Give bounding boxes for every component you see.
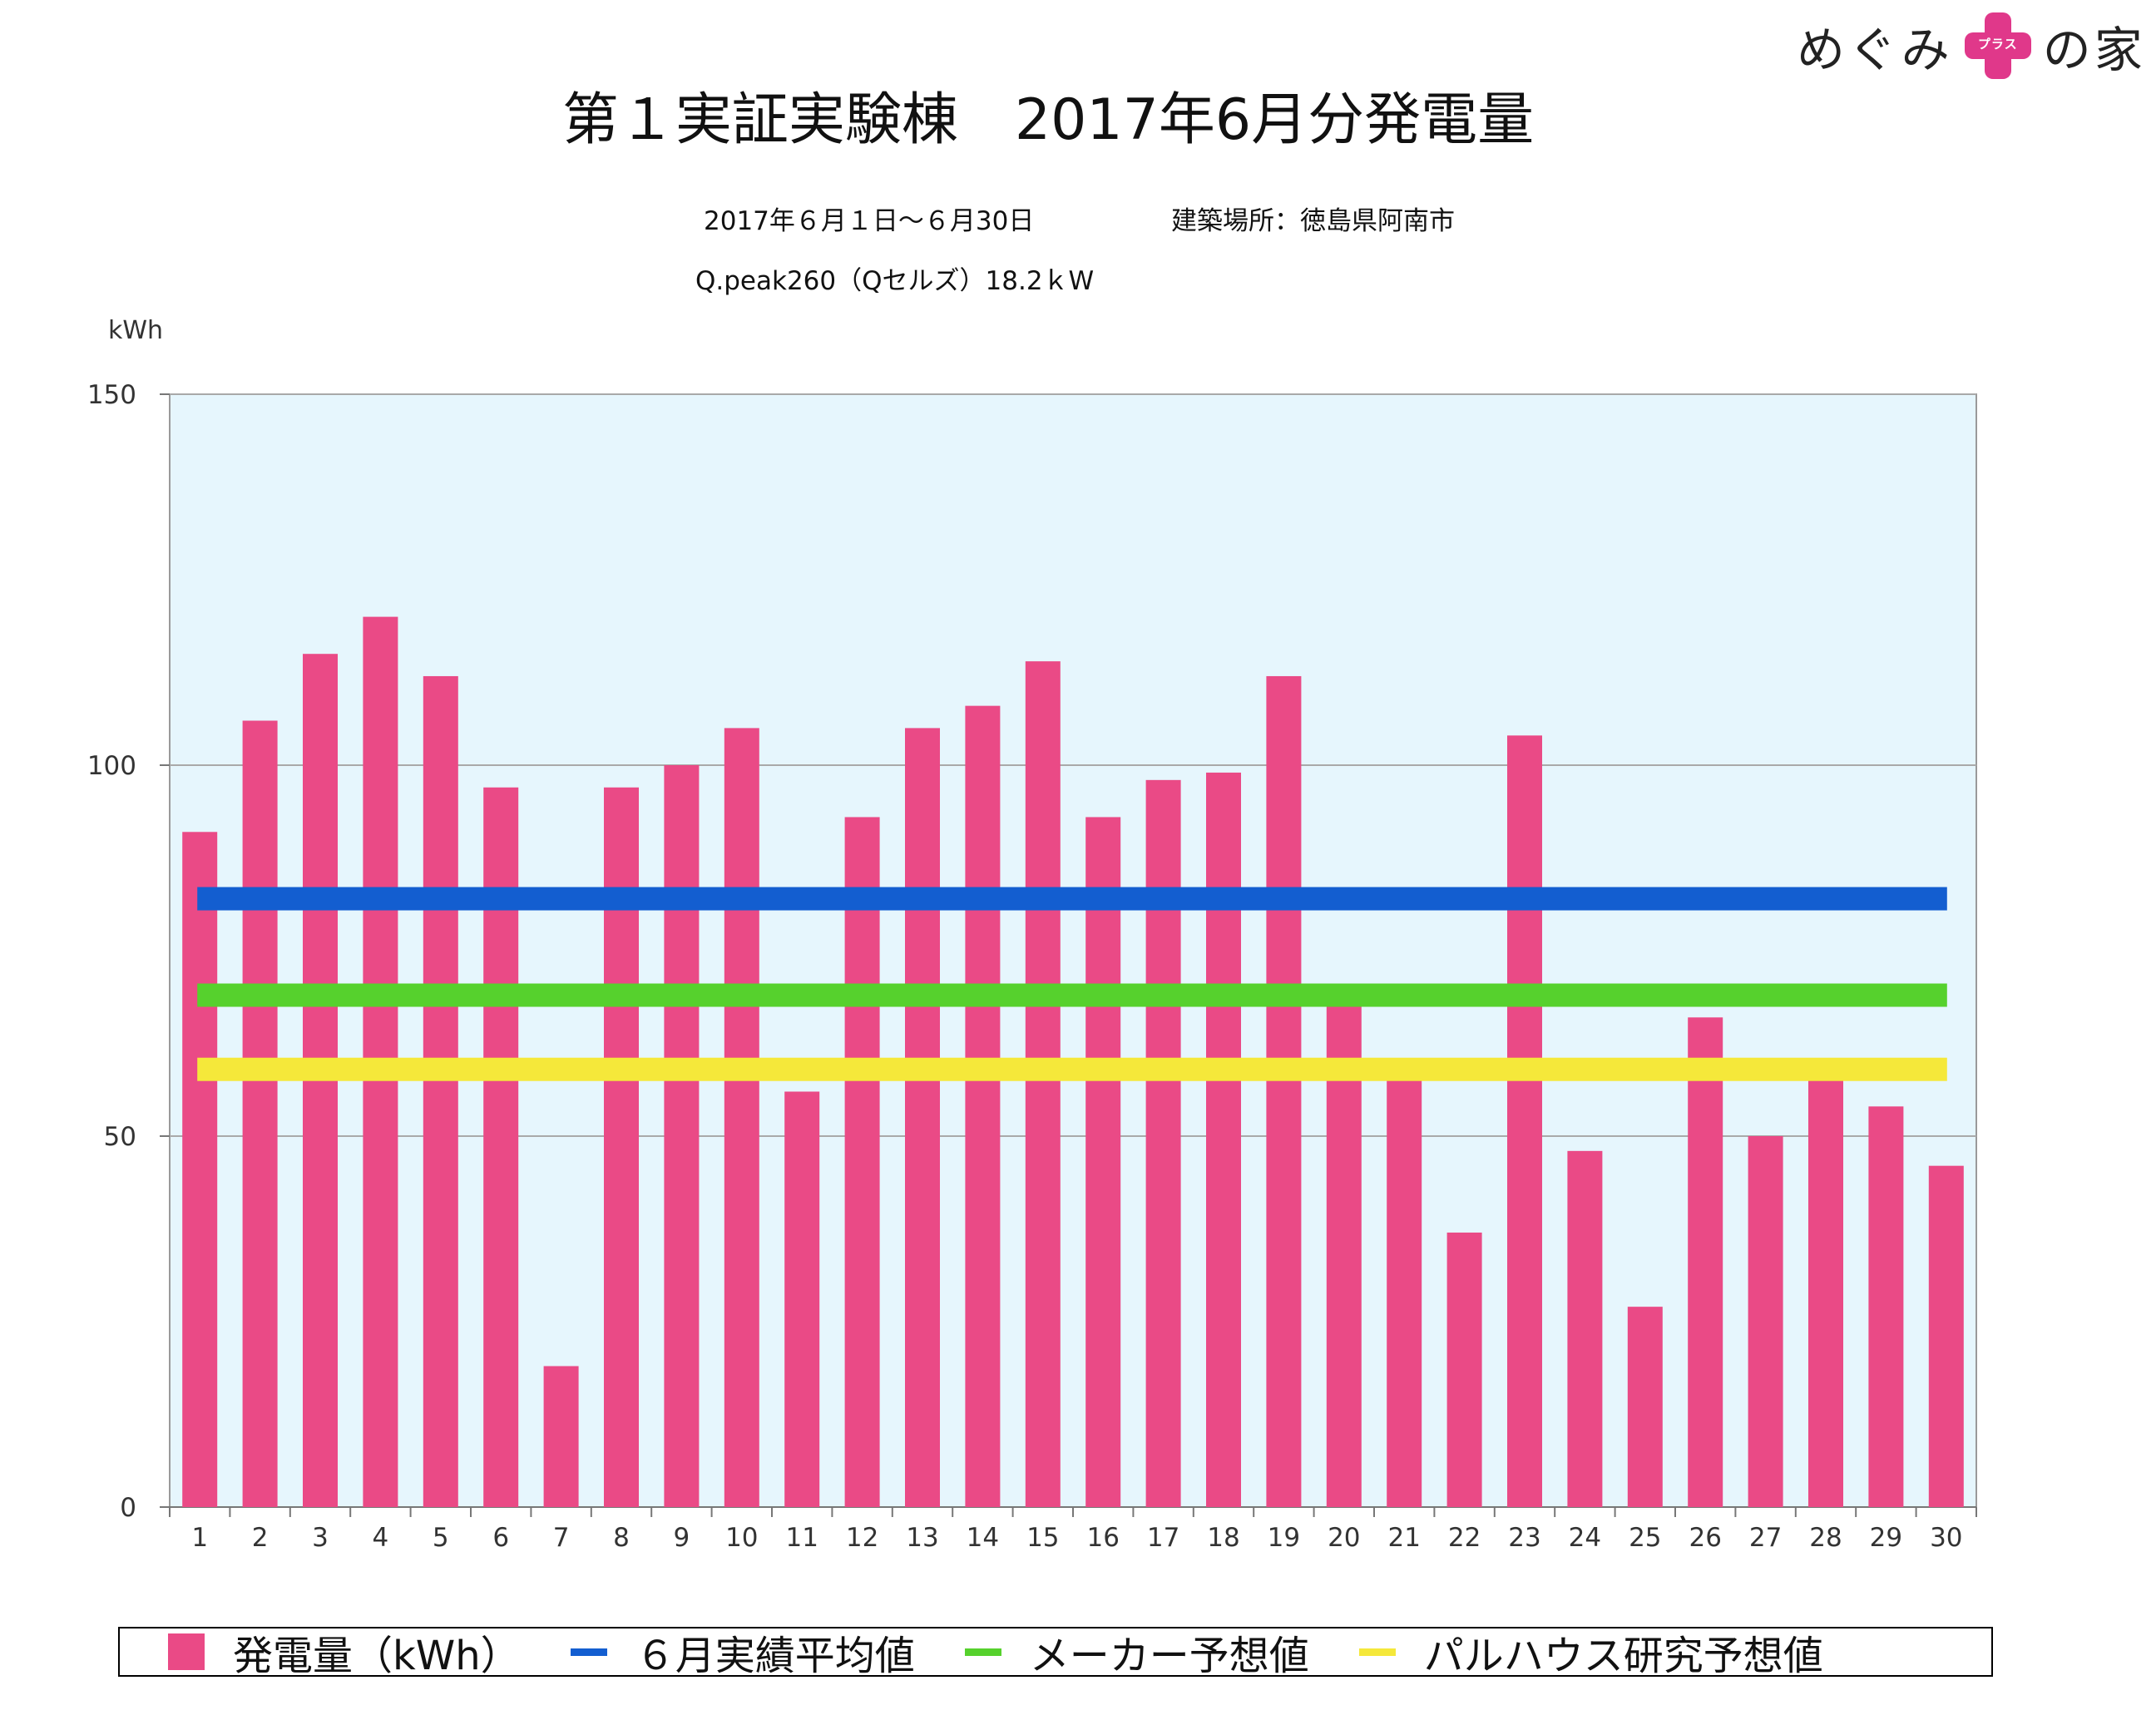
bar-day-15 <box>1025 661 1061 1507</box>
legend-item-june-average: ６月実績平均値 <box>570 1623 915 1681</box>
chart-title: 第１実証実験棟 2017年6月分発電量 <box>561 87 1535 153</box>
x-tick-label: 29 <box>1870 1523 1902 1553</box>
y-tick-label: 50 <box>104 1122 136 1152</box>
x-tick-label: 1 <box>191 1523 208 1553</box>
plus-cross-icon: プラス <box>1964 12 2031 79</box>
x-tick-label: 14 <box>967 1523 999 1553</box>
reference-line-2 <box>197 983 1947 1007</box>
x-tick-label: 11 <box>785 1523 818 1553</box>
legend-swatch-palhouse-forecast <box>1358 1648 1396 1656</box>
chart-system: Q.peak260（Qセルズ）18.2ｋW <box>695 266 1095 296</box>
bar-day-28 <box>1808 1076 1843 1507</box>
x-tick-label: 17 <box>1147 1523 1179 1553</box>
legend-swatch-generation <box>168 1633 205 1670</box>
x-tick-label: 2 <box>252 1523 269 1553</box>
y-axis-unit-label: kWh <box>108 316 164 345</box>
bar-day-26 <box>1688 1017 1723 1507</box>
legend-label-maker-forecast: メーカー予想値 <box>1029 1633 1309 1679</box>
bar-day-22 <box>1446 1232 1482 1507</box>
brand-logo: めぐみ プラス の家 <box>1797 8 2146 83</box>
bar-day-23 <box>1507 735 1542 1507</box>
x-tick-label: 23 <box>1508 1523 1540 1553</box>
bar-day-10 <box>724 728 759 1507</box>
bar-day-21 <box>1387 1069 1422 1507</box>
chart-legend: 発電量（kWh） ６月実績平均値 メーカー予想値 パルハウス研究予想値 <box>118 1627 1993 1679</box>
x-tick-label: 7 <box>553 1523 570 1553</box>
legend-item-generation: 発電量（kWh） <box>168 1623 521 1681</box>
legend-label-june-average: ６月実績平均値 <box>635 1633 915 1679</box>
bar-day-20 <box>1326 1002 1362 1507</box>
x-tick-label: 18 <box>1207 1523 1239 1553</box>
legend-label-generation: 発電量（kWh） <box>233 1633 521 1679</box>
plot-area <box>169 393 1977 1508</box>
x-tick-label: 19 <box>1268 1523 1300 1553</box>
y-tick-label: 100 <box>87 751 136 781</box>
x-tick-label: 20 <box>1328 1523 1360 1553</box>
x-tick-label: 27 <box>1749 1523 1782 1553</box>
bar-day-12 <box>844 817 880 1507</box>
x-tick-label: 4 <box>373 1523 389 1553</box>
x-tick-label: 30 <box>1930 1523 1962 1553</box>
x-tick-label: 28 <box>1809 1523 1842 1553</box>
x-tick-label: 6 <box>492 1523 509 1553</box>
bar-day-27 <box>1748 1136 1783 1507</box>
bar-day-25 <box>1627 1307 1663 1507</box>
x-tick-label: 5 <box>433 1523 449 1553</box>
chart-location: 建築場所：徳島県阿南市 <box>1171 206 1455 236</box>
legend-label-palhouse-forecast: パルハウス研究予想値 <box>1423 1633 1823 1679</box>
y-tick-label: 150 <box>87 380 136 410</box>
bar-day-19 <box>1266 675 1302 1507</box>
x-tick-label: 25 <box>1629 1523 1661 1553</box>
x-tick-label: 13 <box>906 1523 938 1553</box>
x-tick-label: 16 <box>1086 1523 1119 1553</box>
chart-period: 2017年６月１日〜６月30日 <box>704 206 1035 236</box>
logo-plus-text: プラス <box>1977 37 2018 52</box>
bar-day-16 <box>1085 817 1121 1507</box>
reference-line-3 <box>197 1057 1947 1081</box>
bar-day-29 <box>1868 1106 1904 1507</box>
bar-day-9 <box>664 765 700 1507</box>
x-tick-label: 15 <box>1026 1523 1059 1553</box>
x-tick-label: 10 <box>725 1523 758 1553</box>
x-tick-label: 12 <box>846 1523 878 1553</box>
x-tick-label: 8 <box>613 1523 630 1553</box>
bar-day-2 <box>242 720 278 1507</box>
logo-text-left: めぐみ <box>1797 22 1953 78</box>
bar-day-13 <box>905 728 940 1507</box>
bar-day-14 <box>965 705 1001 1507</box>
bar-day-18 <box>1206 772 1241 1507</box>
logo-text-right: の家 <box>2042 22 2146 78</box>
bar-day-11 <box>784 1091 820 1507</box>
bar-day-30 <box>1928 1165 1964 1507</box>
bar-day-24 <box>1567 1150 1603 1507</box>
legend-item-maker-forecast: メーカー予想値 <box>964 1623 1309 1681</box>
x-tick-label: 21 <box>1387 1523 1420 1553</box>
reference-line-1 <box>197 887 1947 911</box>
bar-day-5 <box>423 675 458 1507</box>
legend-swatch-june-average <box>570 1648 607 1656</box>
bar-day-1 <box>182 832 218 1507</box>
x-tick-label: 22 <box>1448 1523 1481 1553</box>
x-tick-label: 3 <box>312 1523 329 1553</box>
legend-swatch-maker-forecast <box>964 1648 1001 1656</box>
x-tick-label: 24 <box>1569 1523 1601 1553</box>
y-tick-label: 0 <box>120 1493 136 1523</box>
bar-day-7 <box>543 1366 579 1507</box>
x-tick-label: 26 <box>1689 1523 1721 1553</box>
legend-item-palhouse-forecast: パルハウス研究予想値 <box>1358 1623 1823 1681</box>
x-tick-label: 9 <box>674 1523 690 1553</box>
